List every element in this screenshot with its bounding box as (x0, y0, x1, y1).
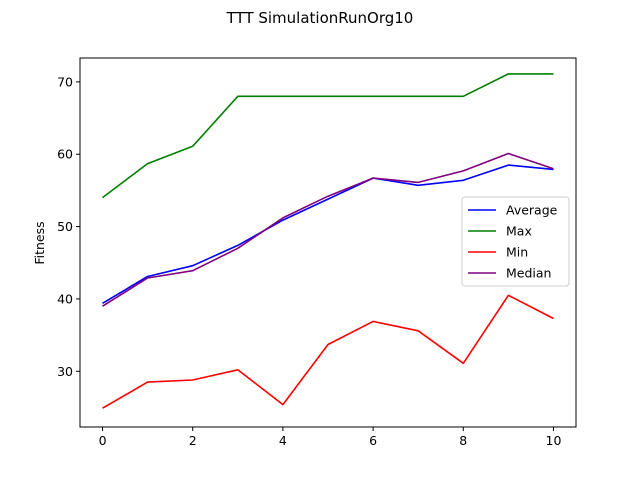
legend-label-average: Average (506, 203, 558, 218)
legend-label-max: Max (506, 224, 532, 239)
series-line-min (102, 294, 554, 409)
x-tick-label: 8 (459, 433, 467, 448)
chart-title: TTT SimulationRunOrg10 (226, 9, 414, 27)
x-tick-label: 2 (189, 433, 197, 448)
y-tick-label: 30 (57, 364, 73, 379)
axis-ticks: 0 2 4 6 8 10 30 40 50 60 70 (57, 74, 561, 448)
legend-label-min: Min (506, 245, 528, 260)
series-line-average (102, 164, 554, 304)
y-axis-label: Fitness (32, 221, 47, 264)
legend-label-median: Median (506, 266, 551, 281)
y-tick-label: 50 (57, 219, 73, 234)
y-tick-label: 70 (57, 74, 73, 89)
series-line-max (102, 73, 554, 199)
y-tick-label: 60 (57, 147, 73, 162)
series-line-median (102, 152, 554, 307)
legend-box (461, 196, 570, 287)
axes-frame (79, 57, 577, 428)
x-tick-label: 10 (546, 433, 562, 448)
legend: Average Max Min Median (461, 196, 570, 287)
x-tick-label: 6 (369, 433, 377, 448)
series-lines (102, 73, 554, 409)
x-tick-label: 4 (279, 433, 287, 448)
x-tick-label: 0 (99, 433, 107, 448)
y-tick-label: 40 (57, 291, 73, 306)
